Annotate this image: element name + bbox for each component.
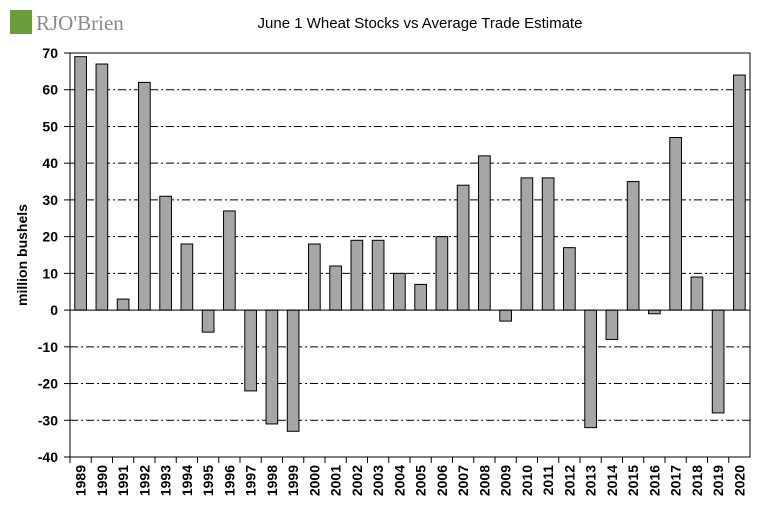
y-tick-label: -10 bbox=[38, 339, 58, 355]
y-tick-label: 0 bbox=[50, 302, 58, 318]
y-tick-label: 40 bbox=[42, 155, 58, 171]
x-tick-label: 2017 bbox=[668, 465, 684, 496]
y-tick-label: 30 bbox=[42, 192, 58, 208]
bar-1992 bbox=[138, 81, 151, 311]
bar-2016 bbox=[648, 309, 661, 315]
x-tick-label: 1999 bbox=[285, 465, 301, 496]
bar-1996 bbox=[223, 210, 236, 311]
bar-1997 bbox=[244, 309, 257, 392]
plot-border bbox=[69, 52, 751, 458]
bars bbox=[74, 56, 746, 432]
x-tick-label: 1994 bbox=[179, 465, 195, 496]
x-tick-label: 2010 bbox=[519, 465, 535, 496]
bar-2017 bbox=[669, 136, 682, 311]
x-tick-label: 2007 bbox=[455, 465, 471, 496]
bar-2000 bbox=[308, 243, 321, 311]
bar-2003 bbox=[371, 239, 385, 311]
bar-2011 bbox=[541, 177, 555, 311]
y-tick-label: 10 bbox=[42, 265, 58, 281]
x-tick-label: 2018 bbox=[689, 465, 705, 496]
bar-1990 bbox=[95, 63, 109, 311]
bar-1998 bbox=[265, 309, 279, 425]
x-tick-label: 2012 bbox=[561, 465, 577, 496]
bar-2004 bbox=[393, 272, 406, 311]
x-tick-label: 1998 bbox=[264, 465, 280, 496]
x-tick-label: 1997 bbox=[243, 465, 259, 496]
logo-text: RJO'Brien bbox=[36, 11, 124, 35]
y-tick-label: -20 bbox=[38, 376, 58, 392]
bar-2014 bbox=[605, 309, 619, 340]
x-tick-label: 1995 bbox=[200, 465, 216, 496]
x-tick-label: 2004 bbox=[391, 465, 407, 496]
y-tick-label: 60 bbox=[42, 82, 58, 98]
x-tick-label: 2020 bbox=[731, 465, 747, 496]
y-tick-labels: 70 60 50 40 30 20 10 0 -10 -20 -30 -40 bbox=[38, 45, 70, 465]
x-tick-label: 2003 bbox=[370, 465, 386, 496]
bar-2005 bbox=[414, 283, 427, 311]
logo-mark bbox=[10, 10, 32, 34]
y-tick-label: 20 bbox=[42, 229, 58, 245]
bar-2007 bbox=[456, 184, 470, 311]
x-tick-label: 2005 bbox=[413, 465, 429, 496]
x-tick-label: 1996 bbox=[221, 465, 237, 496]
x-tick-label: 2002 bbox=[349, 465, 365, 496]
bar-2006 bbox=[435, 236, 449, 311]
y-tick-label: -40 bbox=[38, 449, 58, 465]
chart-title: June 1 Wheat Stocks vs Average Trade Est… bbox=[257, 15, 583, 32]
bar-2012 bbox=[563, 247, 576, 311]
bar-2015 bbox=[626, 181, 640, 311]
x-tick-label: 2014 bbox=[604, 465, 620, 496]
bar-2009 bbox=[499, 309, 512, 322]
bar-1994 bbox=[180, 243, 194, 311]
axes bbox=[69, 52, 751, 458]
bar-2018 bbox=[690, 276, 704, 311]
bar-2013 bbox=[584, 309, 597, 429]
bar-2002 bbox=[350, 239, 364, 311]
bar-2020 bbox=[733, 74, 746, 311]
bar-2008 bbox=[478, 155, 491, 311]
x-tick-label: 2009 bbox=[498, 465, 514, 496]
gridlines bbox=[70, 89, 750, 421]
x-tick-label: 1989 bbox=[73, 465, 89, 496]
y-tick-label: 50 bbox=[42, 118, 58, 134]
x-tick-label: 2013 bbox=[583, 465, 599, 496]
x-tick-label: 1992 bbox=[136, 465, 152, 496]
x-tick-label: 2006 bbox=[434, 465, 450, 496]
bar-1993 bbox=[159, 195, 172, 311]
x-tick-label: 2019 bbox=[710, 465, 726, 496]
y-axis-title: million bushels bbox=[14, 204, 30, 306]
bar-2010 bbox=[520, 177, 534, 311]
y-tick-label: -30 bbox=[38, 412, 58, 428]
bar-2019 bbox=[711, 309, 725, 414]
x-tick-label: 1990 bbox=[94, 465, 110, 496]
x-tick-label: 2008 bbox=[476, 465, 492, 496]
x-tick-label: 2016 bbox=[646, 465, 662, 496]
x-tick-labels: 1989 1990 1991 1992 1993 1994 1995 1996 1997 1998… bbox=[69, 457, 747, 496]
x-tick-label: 2001 bbox=[328, 465, 344, 496]
y-tick-label: 70 bbox=[42, 45, 58, 61]
bar-1989 bbox=[74, 56, 87, 311]
bar-2001 bbox=[329, 265, 342, 311]
bar-1995 bbox=[201, 309, 215, 333]
x-tick-label: 1993 bbox=[158, 465, 174, 496]
x-tick-label: 1991 bbox=[115, 465, 131, 496]
rjobrien-logo: RJO'Brien bbox=[10, 10, 124, 35]
x-tick-label: 2011 bbox=[540, 465, 556, 496]
bar-1999 bbox=[286, 309, 300, 432]
x-tick-label: 2000 bbox=[306, 465, 322, 496]
x-tick-label: 2015 bbox=[625, 465, 641, 496]
bar-1991 bbox=[116, 298, 130, 311]
